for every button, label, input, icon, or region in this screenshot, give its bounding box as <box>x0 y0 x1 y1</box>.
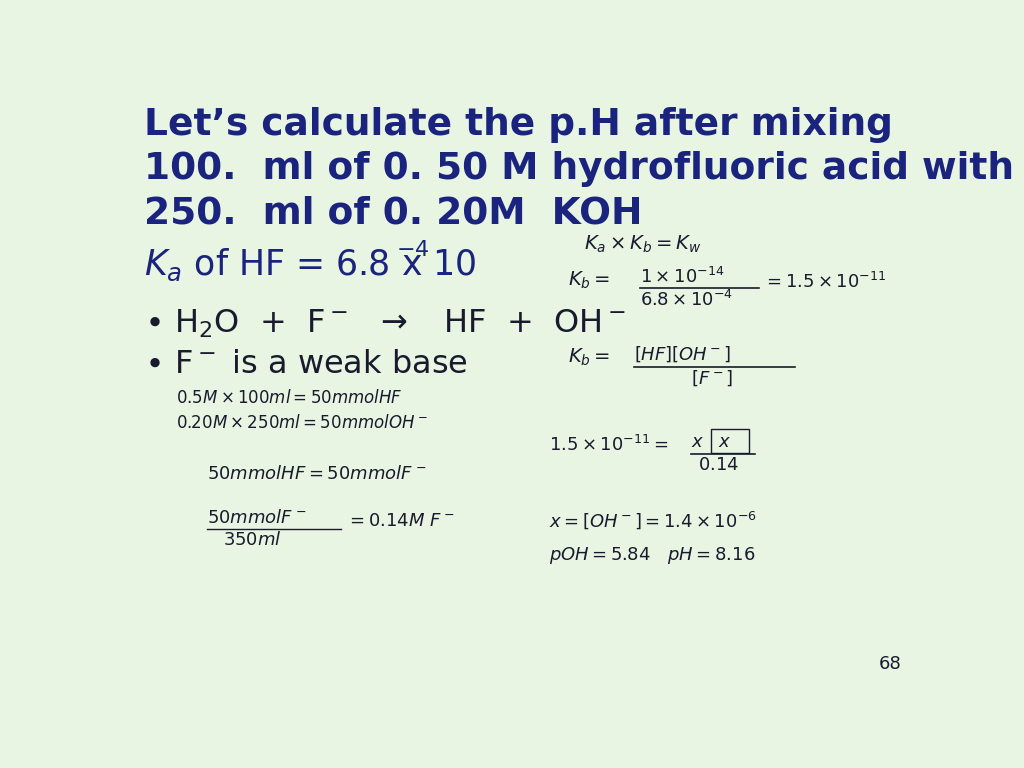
Text: $0.20M \times 250ml = 50mmolOH^-$: $0.20M \times 250ml = 50mmolOH^-$ <box>176 415 427 432</box>
Text: $-4$: $-4$ <box>396 240 430 260</box>
Text: $x$: $x$ <box>718 433 731 451</box>
Text: $= 1.5 \times 10^{-11}$: $= 1.5 \times 10^{-11}$ <box>763 272 886 292</box>
Text: 100.  ml of 0. 50 M hydrofluoric acid with: 100. ml of 0. 50 M hydrofluoric acid wit… <box>143 151 1014 187</box>
Text: $0.14$: $0.14$ <box>697 456 739 474</box>
Text: $x = [OH^-] = 1.4 \times 10^{-6}$: $x = [OH^-] = 1.4 \times 10^{-6}$ <box>549 509 757 531</box>
Text: $= 0.14M\ F^-$: $= 0.14M\ F^-$ <box>346 512 455 530</box>
Text: 68: 68 <box>879 655 902 673</box>
Text: $\bullet$ F$^-$ is a weak base: $\bullet$ F$^-$ is a weak base <box>143 349 468 380</box>
Text: $0.5M \times 100ml = 50mmolHF$: $0.5M \times 100ml = 50mmolHF$ <box>176 389 402 407</box>
Text: $K_a \times K_b = K_w$: $K_a \times K_b = K_w$ <box>585 234 701 256</box>
Text: $[HF][OH^-]$: $[HF][OH^-]$ <box>634 344 730 363</box>
Text: $50mmolHF = 50mmolF^-$: $50mmolHF = 50mmolF^-$ <box>207 465 427 483</box>
Text: $pOH = 5.84 \quad pH = 8.16$: $pOH = 5.84 \quad pH = 8.16$ <box>549 545 755 565</box>
Text: $x$: $x$ <box>691 433 705 451</box>
Text: $6.8 \times 10^{-4}$: $6.8 \times 10^{-4}$ <box>640 290 733 310</box>
Text: $\bullet$ H$_2$O  +  F$^-$  $\rightarrow$   HF  +  OH$^-$: $\bullet$ H$_2$O + F$^-$ $\rightarrow$ H… <box>143 308 626 340</box>
Text: 250.  ml of 0. 20M  KOH: 250. ml of 0. 20M KOH <box>143 196 642 232</box>
Text: $[F^-]$: $[F^-]$ <box>691 369 733 388</box>
FancyBboxPatch shape <box>711 429 749 453</box>
Text: $1.5 \times 10^{-11} =$: $1.5 \times 10^{-11} =$ <box>549 435 668 455</box>
Text: $50mmolF^-$: $50mmolF^-$ <box>207 509 306 527</box>
Text: $\mathit{K}_a$ of HF = 6.8 x 10: $\mathit{K}_a$ of HF = 6.8 x 10 <box>143 247 476 283</box>
Text: $K_b =$: $K_b =$ <box>568 270 610 291</box>
Text: $K_b =$: $K_b =$ <box>568 346 610 368</box>
Text: $350ml$: $350ml$ <box>223 531 282 549</box>
Text: Let’s calculate the p.H after mixing: Let’s calculate the p.H after mixing <box>143 107 893 143</box>
Text: $1 \times 10^{-14}$: $1 \times 10^{-14}$ <box>640 266 724 286</box>
